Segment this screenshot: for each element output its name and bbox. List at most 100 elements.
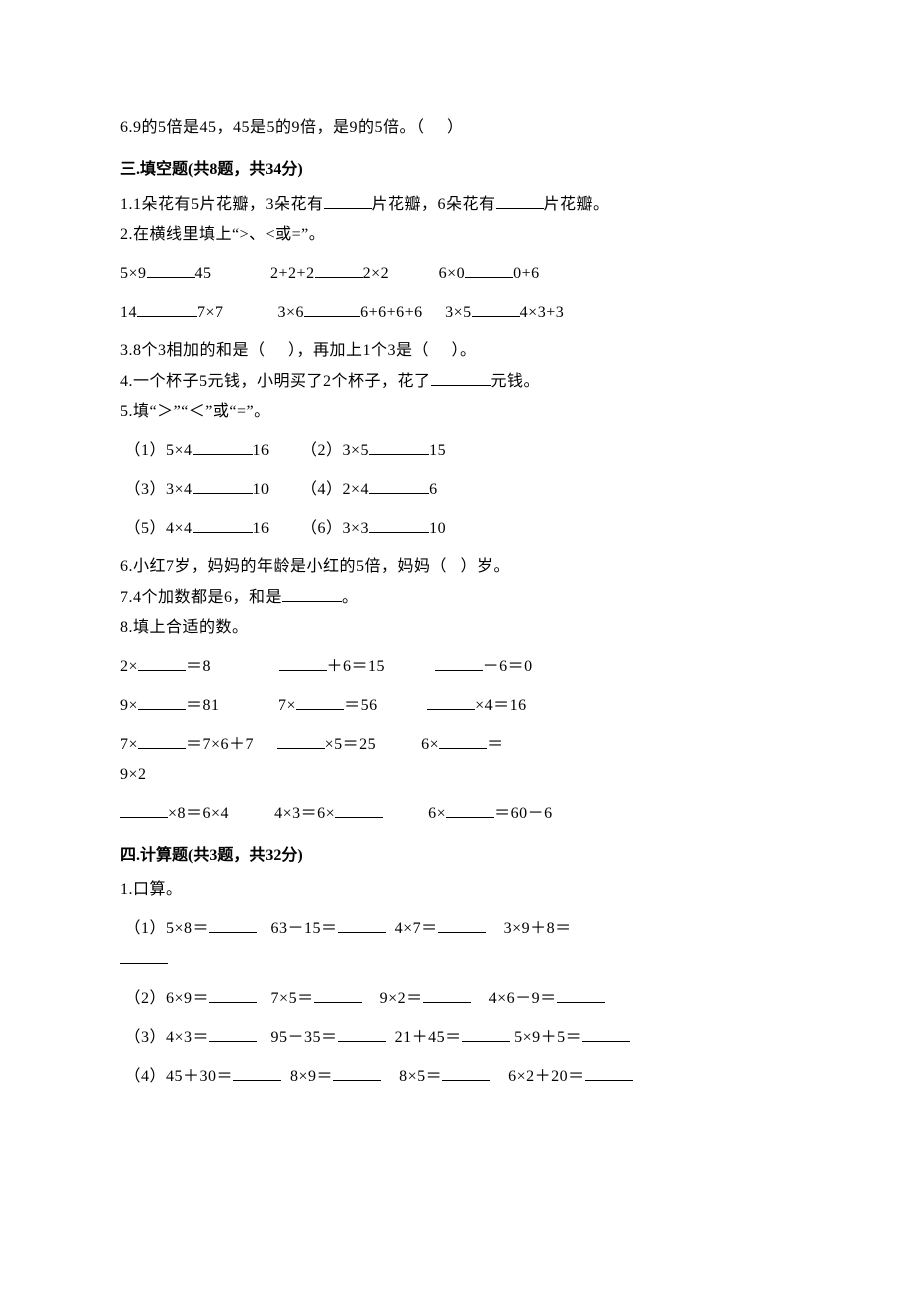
label: （3） — [125, 1029, 167, 1046]
expr: 6×0 — [439, 265, 466, 282]
expr: （2）3×5 — [301, 442, 369, 459]
blank[interactable] — [209, 1025, 257, 1042]
blank[interactable] — [442, 1064, 490, 1081]
expr: 5×9＋5＝ — [514, 1029, 582, 1046]
blank[interactable] — [147, 261, 195, 278]
expr: 6×2＋20＝ — [508, 1068, 585, 1085]
expr: ×5＝25 — [325, 736, 377, 753]
expr: ＝8 — [186, 658, 211, 675]
s3-q8-row3: 7×＝7×6＋7 ×5＝25 6×＝ — [120, 732, 800, 757]
expr: 45 — [195, 265, 212, 282]
label: （2） — [125, 990, 167, 1007]
blank[interactable] — [439, 732, 487, 749]
section3-heading: 三.填空题(共8题，共34分) — [120, 158, 800, 182]
expr: －6＝0 — [483, 658, 533, 675]
s3-q6: 6.小红7岁，妈妈的年龄是小红的5倍，妈妈（ ）岁。 — [120, 555, 800, 579]
expr: 21＋45＝ — [395, 1029, 462, 1046]
expr: 2×2 — [363, 265, 390, 282]
blank[interactable] — [304, 300, 360, 317]
expr: 14 — [120, 304, 137, 321]
blank[interactable] — [582, 1025, 630, 1042]
s4-row1: （1）5×8＝ 63－15＝ 4×7＝ 3×9＋8＝ — [120, 916, 800, 941]
blank[interactable] — [279, 654, 327, 671]
blank[interactable] — [277, 732, 325, 749]
expr: 4×3＝6× — [274, 805, 335, 822]
expr: 15 — [429, 442, 446, 459]
label: （1） — [125, 920, 167, 937]
s3-q4: 4.一个杯子5元钱，小明买了2个杯子，花了 元钱。 — [120, 369, 800, 394]
expr: ＝60－6 — [494, 805, 553, 822]
blank[interactable] — [138, 654, 186, 671]
blank[interactable] — [338, 916, 386, 933]
s3-q4-pre: 4.一个杯子5元钱，小明买了2个杯子，花了 — [120, 373, 431, 390]
blank[interactable] — [209, 986, 257, 1003]
blank[interactable] — [446, 801, 494, 818]
blank[interactable] — [314, 986, 362, 1003]
blank[interactable] — [233, 1064, 281, 1081]
s3-q8-row3-cont: 9×2 — [120, 763, 800, 787]
blank[interactable] — [120, 947, 168, 964]
expr: 7× — [278, 697, 296, 714]
blank[interactable] — [335, 801, 383, 818]
expr: （6）3×3 — [301, 520, 369, 537]
s3-q5-row2: （3）3×410 （4）2×46 — [120, 477, 800, 502]
blank[interactable] — [209, 916, 257, 933]
s4-row1-cont — [120, 947, 800, 972]
expr: 9×2＝ — [380, 990, 423, 1007]
s3-q4-post: 元钱。 — [491, 373, 541, 390]
expr: （1）5×4 — [125, 442, 193, 459]
blank[interactable] — [369, 438, 429, 455]
expr: 16 — [253, 520, 270, 537]
blank[interactable] — [462, 1025, 510, 1042]
s3-q8-row4: ×8＝6×4 4×3＝6× 6×＝60－6 — [120, 801, 800, 826]
expr: 4×3＝ — [166, 1029, 209, 1046]
s4-row3: （3）4×3＝ 95－35＝ 21＋45＝ 5×9＋5＝ — [120, 1025, 800, 1050]
blank[interactable] — [333, 1064, 381, 1081]
expr: 16 — [253, 442, 270, 459]
s3-q5-row1: （1）5×4 16 （2）3×5 15 — [120, 438, 800, 463]
expr: ＝81 — [186, 697, 220, 714]
blank[interactable] — [193, 477, 253, 494]
blank[interactable] — [193, 516, 253, 533]
expr: 45＋30＝ — [166, 1068, 233, 1085]
blank[interactable] — [282, 585, 342, 602]
blank[interactable] — [585, 1064, 633, 1081]
expr: 4×3+3 — [520, 304, 565, 321]
blank[interactable] — [472, 300, 520, 317]
expr: 63－15＝ — [271, 920, 338, 937]
blank[interactable] — [296, 693, 344, 710]
blank[interactable] — [435, 654, 483, 671]
expr: 3×9＋8＝ — [504, 920, 572, 937]
blank[interactable] — [338, 1025, 386, 1042]
blank[interactable] — [427, 693, 475, 710]
label: （4） — [125, 1068, 167, 1085]
blank[interactable] — [138, 732, 186, 749]
expr: ＝7×6＋7 — [186, 736, 254, 753]
expr: （5）4×4 — [125, 520, 193, 537]
blank[interactable] — [431, 369, 491, 386]
blank[interactable] — [324, 192, 372, 209]
blank[interactable] — [193, 438, 253, 455]
s3-q8-intro: 8.填上合适的数。 — [120, 616, 800, 640]
blank[interactable] — [369, 516, 429, 533]
blank[interactable] — [369, 477, 429, 494]
blank[interactable] — [315, 261, 363, 278]
blank[interactable] — [137, 300, 197, 317]
s3-q2-row1: 5×945 2+2+22×2 6×00+6 — [120, 261, 800, 286]
blank[interactable] — [120, 801, 168, 818]
s4-row2: （2）6×9＝ 7×5＝ 9×2＝ 4×6－9＝ — [120, 986, 800, 1011]
s3-q7-post: 。 — [342, 589, 359, 606]
section4-heading: 四.计算题(共3题，共32分) — [120, 844, 800, 868]
expr: 2× — [120, 658, 138, 675]
s3-q2-intro: 2.在横线里填上“>、<或=”。 — [120, 223, 800, 247]
blank[interactable] — [465, 261, 513, 278]
blank[interactable] — [138, 693, 186, 710]
s4-row4: （4）45＋30＝ 8×9＝ 8×5＝ 6×2＋20＝ — [120, 1064, 800, 1089]
expr: 3×5 — [445, 304, 472, 321]
expr: 7×7 — [197, 304, 224, 321]
blank[interactable] — [496, 192, 544, 209]
blank[interactable] — [423, 986, 471, 1003]
blank[interactable] — [557, 986, 605, 1003]
expr: 5×9 — [120, 265, 147, 282]
blank[interactable] — [438, 916, 486, 933]
